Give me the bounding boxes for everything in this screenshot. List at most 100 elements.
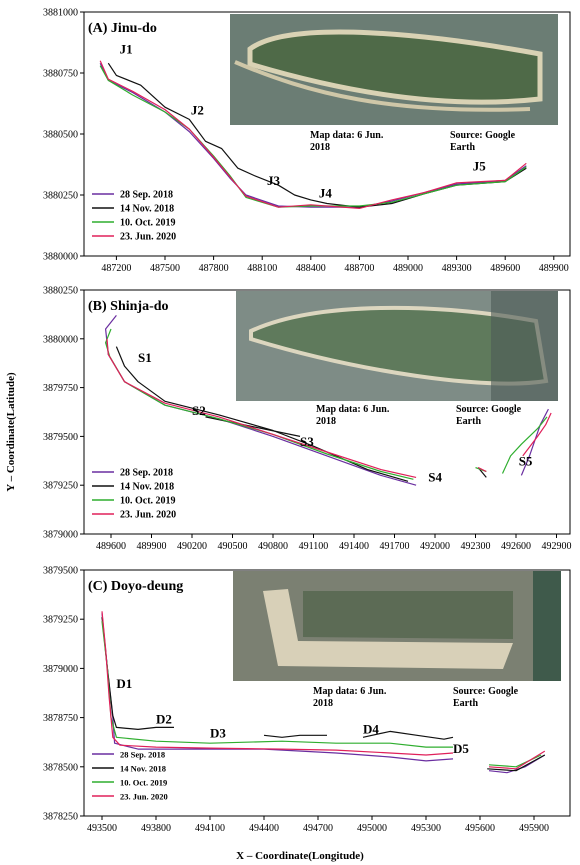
section-label: J3 — [267, 173, 281, 188]
panel-title: (C) Doyo-deung — [88, 579, 183, 594]
x-tick-label: 495000 — [357, 823, 387, 834]
x-tick-label: 487800 — [199, 263, 229, 274]
legend-entry: 23. Jun. 2020 — [120, 510, 176, 521]
inset-caption-source: Source: Google Earth — [456, 404, 522, 427]
series-line-4 — [522, 412, 552, 457]
section-label: S4 — [428, 469, 442, 484]
x-tick-label: 489900 — [137, 541, 167, 552]
x-tick-label: 493500 — [87, 823, 117, 834]
series-line-2 — [205, 416, 301, 437]
y-tick-label: 3879750 — [43, 383, 78, 394]
x-tick-label: 489600 — [96, 541, 126, 552]
section-label: J1 — [120, 41, 133, 56]
y-tick-label: 3878500 — [43, 762, 78, 773]
legend: 28 Sep. 2018 14 Nov. 2018 10. Oct. 2019 23.… — [92, 190, 176, 243]
plot-frame — [83, 569, 571, 817]
x-tick-label: 494700 — [303, 823, 333, 834]
y-tick-label: 3879000 — [43, 530, 78, 541]
series-line-4 — [477, 467, 487, 473]
satellite-inset-image — [233, 571, 561, 681]
inset-caption-map-data: Map data: 6 Jun. 2018 — [310, 130, 384, 153]
legend-entry: 23. Jun. 2020 — [120, 792, 168, 802]
inset-caption-map-data: Map data: 6 Jun. 2018 — [313, 686, 387, 709]
section-label: S3 — [300, 434, 314, 449]
series-line-4 — [101, 611, 454, 756]
section-label: D2 — [156, 712, 172, 727]
legend-entry: 10. Oct. 2019 — [120, 218, 176, 229]
series-line-2 — [487, 754, 546, 772]
section-label: S1 — [138, 350, 152, 365]
x-tick-label: 490500 — [218, 541, 248, 552]
y-tick-label: 3879000 — [43, 664, 78, 675]
legend-entry: 28 Sep. 2018 — [120, 190, 173, 201]
series-line-4 — [106, 338, 417, 478]
x-tick-label: 489900 — [539, 263, 569, 274]
legend-entry: 10. Oct. 2019 — [120, 496, 176, 507]
section-label: D4 — [363, 721, 379, 736]
y-tick-label: 3880250 — [43, 191, 78, 202]
section-label: S5 — [519, 454, 533, 469]
section-label: D3 — [210, 725, 226, 740]
series-line-4 — [99, 60, 527, 209]
panel-3: 493500 493800 494100 494400 494700 495000 4953… — [43, 566, 571, 834]
legend-entry: 10. Oct. 2019 — [120, 778, 167, 788]
y-tick-label: 3881000 — [43, 8, 78, 19]
y-tick-label: 3878250 — [43, 812, 78, 823]
y-tick-label: 3879250 — [43, 481, 78, 492]
section-label: J5 — [473, 159, 487, 174]
legend-entry: 14 Nov. 2018 — [120, 764, 166, 774]
y-tick-label: 3880500 — [43, 130, 78, 141]
x-tick-label: 493800 — [141, 823, 171, 834]
inset-caption-map-data: Map data: 6 Jun. 2018 — [316, 404, 390, 427]
x-tick-label: 490200 — [177, 541, 207, 552]
legend: 28 Sep. 2018 14 Nov. 2018 10. Oct. 2019 23.… — [92, 468, 176, 521]
section-label: D1 — [116, 676, 132, 691]
y-tick-label: 3880000 — [43, 252, 78, 263]
plot-frame — [83, 289, 571, 535]
section-label: D5 — [453, 741, 469, 756]
y-tick-label: 3880750 — [43, 69, 78, 80]
legend: 28 Sep. 2018 14 Nov. 2018 10. Oct. 2019 23.… — [92, 750, 168, 802]
x-tick-label: 490800 — [258, 541, 288, 552]
x-tick-label: 492600 — [501, 541, 531, 552]
y-axis-label: Y – Coordinate(Latitude) — [5, 372, 17, 492]
legend-entry: 28 Sep. 2018 — [120, 468, 173, 479]
x-tick-label: 488100 — [247, 263, 277, 274]
x-tick-label: 491400 — [339, 541, 369, 552]
y-tick-label: 3878750 — [43, 713, 78, 724]
x-tick-label: 489000 — [393, 263, 423, 274]
panel-title: (A) Jinu-do — [88, 21, 157, 36]
series-line-4 — [488, 750, 546, 770]
x-tick-label: 495600 — [465, 823, 495, 834]
panel-2: 489600 489900 490200 490500 490800 491100 4914… — [43, 286, 572, 553]
x-tick-label: 494100 — [195, 823, 225, 834]
legend-entry: 14 Nov. 2018 — [120, 204, 174, 215]
section-label: J2 — [191, 102, 204, 117]
x-tick-label: 492300 — [461, 541, 491, 552]
y-tick-label: 3879250 — [43, 615, 78, 626]
x-tick-label: 488400 — [296, 263, 326, 274]
x-tick-label: 495300 — [411, 823, 441, 834]
x-tick-label: 491700 — [380, 541, 410, 552]
y-tick-label: 3879500 — [43, 432, 78, 443]
y-tick-label: 3879500 — [43, 566, 78, 577]
panel-1: 487200 487500 487800 488100 488400 488700 4890… — [43, 8, 571, 274]
y-tick-label: 3880000 — [43, 334, 78, 345]
inset-caption-source: Source: Google Earth — [453, 686, 519, 709]
x-tick-label: 494400 — [249, 823, 279, 834]
x-tick-label: 488700 — [344, 263, 374, 274]
section-label: J4 — [319, 185, 333, 200]
x-tick-label: 487500 — [150, 263, 180, 274]
satellite-inset-image — [236, 291, 558, 401]
x-tick-label: 492000 — [420, 541, 450, 552]
series-line-3 — [501, 416, 548, 474]
satellite-inset-image — [230, 14, 558, 125]
y-tick-label: 3880250 — [43, 286, 78, 297]
x-tick-label: 495900 — [519, 823, 549, 834]
x-tick-label: 492900 — [542, 541, 572, 552]
series-line-2 — [362, 730, 454, 740]
x-tick-label: 489600 — [490, 263, 520, 274]
legend-entry: 23. Jun. 2020 — [120, 232, 176, 243]
x-tick-label: 489300 — [442, 263, 472, 274]
